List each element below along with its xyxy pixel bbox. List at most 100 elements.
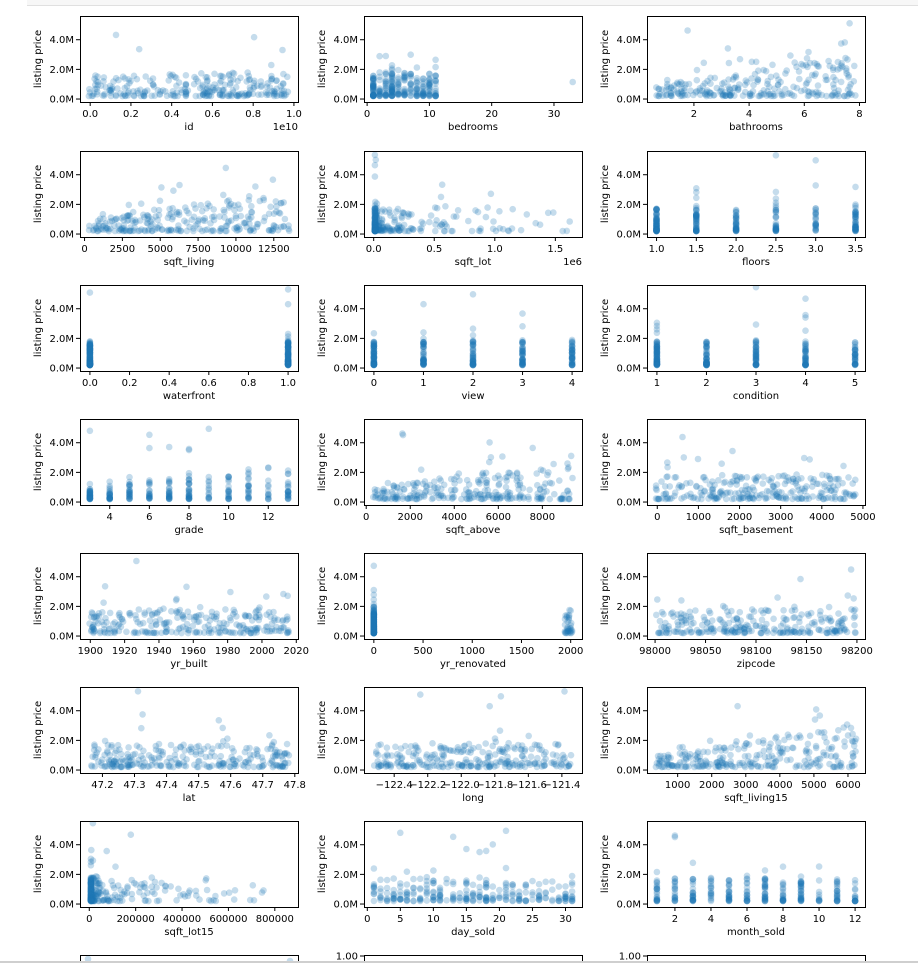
data-point bbox=[126, 495, 133, 502]
y-tick-label: 2.0M bbox=[333, 602, 358, 613]
data-point bbox=[391, 214, 398, 221]
x-axis-label: sqft_above bbox=[446, 525, 501, 536]
data-point bbox=[374, 487, 381, 494]
y-tick-label: 0.0M bbox=[49, 498, 74, 509]
x-tick-label: 3 bbox=[753, 378, 759, 389]
data-point bbox=[432, 92, 439, 99]
x-axis-label: sqft_basement bbox=[719, 525, 793, 536]
y-tick-label: 2.0M bbox=[616, 200, 641, 211]
data-point bbox=[708, 626, 715, 633]
data-point bbox=[134, 76, 141, 83]
points-sqft_above bbox=[370, 430, 576, 502]
data-point bbox=[228, 217, 235, 224]
data-point bbox=[375, 764, 382, 771]
data-point bbox=[770, 630, 777, 637]
data-point bbox=[764, 78, 771, 85]
data-point bbox=[166, 480, 173, 487]
data-point bbox=[659, 92, 666, 99]
x-axis-label: view bbox=[461, 391, 484, 402]
y-tick-label: 4.0M bbox=[616, 438, 641, 449]
data-point bbox=[529, 746, 536, 753]
x-tick-label: −121.8 bbox=[476, 780, 513, 791]
data-point bbox=[773, 189, 780, 196]
data-point bbox=[383, 78, 390, 85]
data-point bbox=[146, 494, 153, 501]
data-point bbox=[151, 630, 158, 637]
x-tick-label: 1.5 bbox=[547, 244, 563, 255]
data-point bbox=[441, 482, 448, 489]
data-point bbox=[805, 741, 812, 748]
data-point bbox=[135, 757, 142, 764]
data-point bbox=[285, 471, 292, 478]
points-floors bbox=[653, 152, 859, 234]
data-point bbox=[242, 759, 249, 766]
data-point bbox=[654, 596, 661, 603]
data-point bbox=[420, 762, 427, 769]
data-point bbox=[137, 621, 144, 628]
y-tick-label: 2.0M bbox=[49, 334, 74, 345]
data-point bbox=[775, 473, 782, 480]
data-point bbox=[842, 55, 849, 62]
data-point bbox=[817, 608, 824, 615]
data-point bbox=[225, 488, 232, 495]
data-point bbox=[545, 469, 552, 476]
data-point bbox=[420, 75, 427, 82]
data-point bbox=[150, 81, 157, 88]
data-point bbox=[805, 611, 812, 618]
x-tick-label: 2 bbox=[470, 378, 476, 389]
x-tick-label: 1.0 bbox=[649, 244, 665, 255]
data-point bbox=[653, 482, 660, 489]
data-point bbox=[718, 460, 725, 467]
data-point bbox=[410, 226, 417, 233]
data-point bbox=[798, 611, 805, 618]
data-point bbox=[376, 77, 383, 84]
data-point bbox=[684, 628, 691, 635]
data-point bbox=[280, 199, 287, 206]
points-long bbox=[371, 688, 574, 770]
data-point bbox=[438, 194, 445, 201]
data-point bbox=[472, 207, 479, 214]
x-axis-label: yr_built bbox=[170, 659, 207, 670]
data-point bbox=[420, 301, 427, 308]
x-tick-label: −121.6 bbox=[510, 780, 547, 791]
data-point bbox=[526, 487, 533, 494]
data-point bbox=[517, 482, 524, 489]
data-point bbox=[218, 73, 225, 80]
y-axis-label: listing price bbox=[600, 433, 611, 491]
data-point bbox=[395, 91, 402, 98]
data-point bbox=[106, 228, 113, 235]
data-point bbox=[791, 59, 798, 66]
data-point bbox=[204, 78, 211, 85]
data-point bbox=[852, 344, 859, 351]
x-tick-label: 4 bbox=[802, 378, 808, 389]
y-tick-label: 0.0M bbox=[333, 632, 358, 643]
data-point bbox=[177, 744, 184, 751]
data-point bbox=[259, 763, 266, 770]
data-point bbox=[122, 93, 129, 100]
data-point bbox=[842, 39, 849, 46]
data-point bbox=[725, 45, 732, 52]
data-point bbox=[804, 64, 811, 71]
data-point bbox=[484, 204, 491, 211]
data-point bbox=[750, 82, 757, 89]
data-point bbox=[791, 604, 798, 611]
data-point bbox=[755, 76, 762, 83]
data-point bbox=[285, 331, 292, 338]
y-tick-label: 0.0M bbox=[49, 230, 74, 241]
data-point bbox=[674, 611, 681, 618]
data-point bbox=[750, 618, 757, 625]
data-point bbox=[663, 629, 670, 636]
data-point bbox=[773, 152, 780, 159]
data-point bbox=[818, 489, 825, 496]
data-point bbox=[420, 329, 427, 336]
data-point bbox=[846, 20, 853, 27]
data-point bbox=[213, 616, 220, 623]
data-point bbox=[139, 711, 146, 718]
data-point bbox=[497, 494, 504, 501]
data-point bbox=[254, 747, 261, 754]
data-point bbox=[90, 622, 97, 629]
data-point bbox=[815, 92, 822, 99]
data-point bbox=[486, 459, 493, 466]
